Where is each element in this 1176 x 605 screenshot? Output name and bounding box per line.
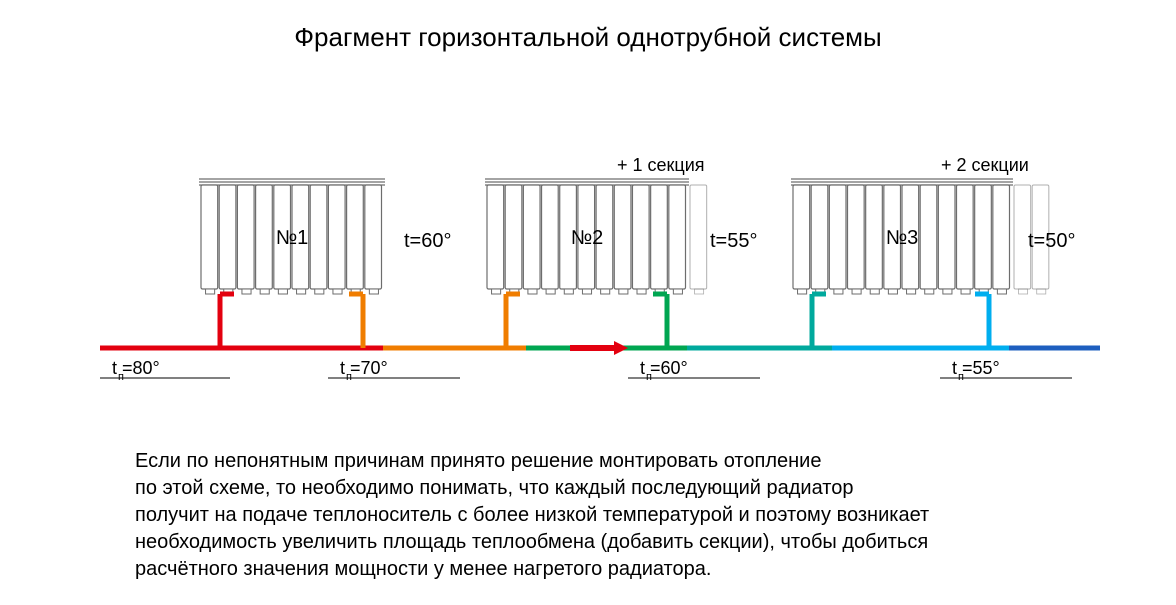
- radiator: [199, 179, 385, 348]
- radiator-label: №2: [571, 227, 604, 249]
- outlet-temp-label: t=55°: [710, 230, 757, 253]
- inlet-temp-subscript: п: [346, 371, 352, 383]
- inlet-temp-subscript: п: [118, 371, 124, 383]
- radiator: [791, 179, 1049, 348]
- flow-arrow-head: [614, 341, 628, 355]
- description-line: необходимость увеличить площадь теплообм…: [135, 529, 929, 556]
- description-line: Если по непонятным причинам принято реше…: [135, 448, 929, 475]
- outlet-temp-label: t=60°: [404, 230, 451, 253]
- extra-section-label: + 2 секции: [941, 155, 1029, 176]
- outlet-temp-label: t=50°: [1028, 230, 1075, 253]
- description-line: получит на подаче теплоноситель с более …: [135, 502, 929, 529]
- extra-section-label: + 1 секция: [617, 155, 705, 176]
- inlet-temp-subscript: п: [958, 371, 964, 383]
- radiator-label: №3: [886, 227, 919, 249]
- description-line: по этой схеме, то необходимо понимать, ч…: [135, 475, 929, 502]
- diagram-canvas: Фрагмент горизонтальной однотрубной сист…: [0, 0, 1176, 605]
- description: Если по непонятным причинам принято реше…: [135, 448, 929, 583]
- radiator-label: №1: [276, 227, 309, 249]
- description-line: расчётного значения мощности у менее наг…: [135, 556, 929, 583]
- inlet-temp-subscript: п: [646, 371, 652, 383]
- radiator: [485, 179, 707, 348]
